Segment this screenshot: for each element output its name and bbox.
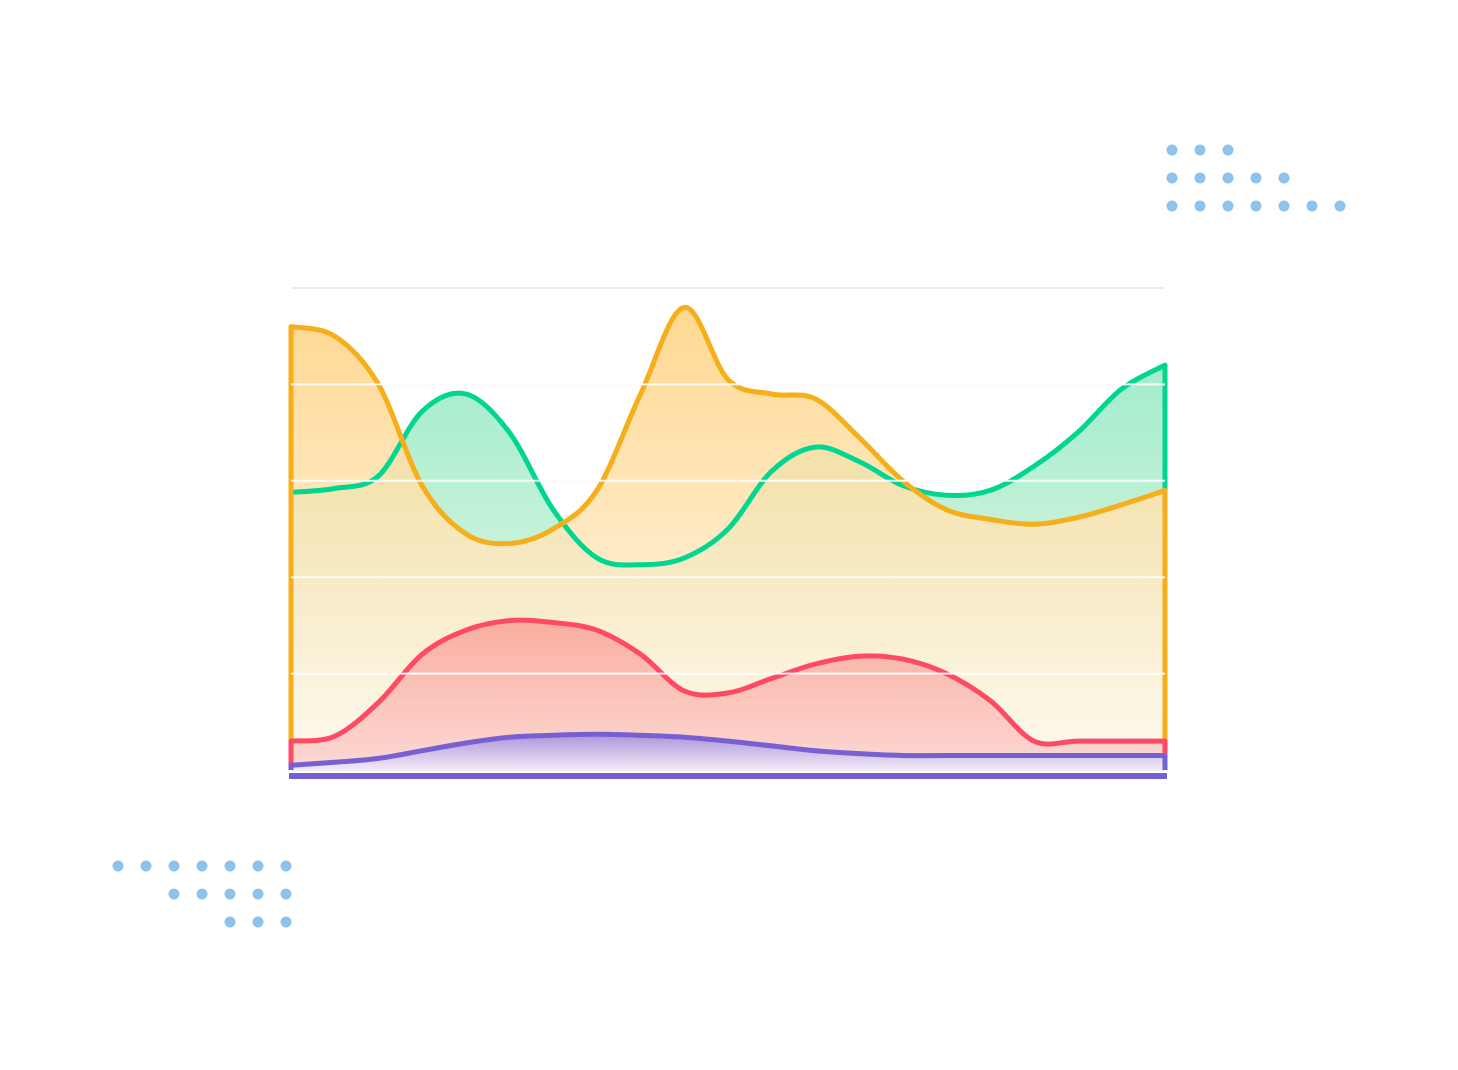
decorative-dot xyxy=(1250,200,1262,212)
decorative-dot xyxy=(1334,200,1346,212)
series-line-3 xyxy=(288,617,1168,747)
decorative-dot xyxy=(280,860,292,872)
decorative-dot xyxy=(252,860,264,872)
decorative-dot xyxy=(280,888,292,900)
decorative-dot xyxy=(1222,200,1234,212)
decorative-dot xyxy=(112,860,124,872)
decorative-dot xyxy=(224,860,236,872)
decorative-dot xyxy=(168,860,180,872)
grid-overlay xyxy=(291,383,1165,675)
decorative-dot xyxy=(1166,172,1178,184)
decorative-dot xyxy=(140,860,152,872)
decorative-dot xyxy=(1194,200,1206,212)
series-lines xyxy=(288,304,1168,770)
decorative-dot xyxy=(1222,172,1234,184)
series-line-1 xyxy=(288,362,1168,568)
decorative-dot xyxy=(1250,172,1262,184)
decorative-dot xyxy=(1306,200,1318,212)
decorative-dot xyxy=(1278,172,1290,184)
series-area-4 xyxy=(291,734,1165,770)
decorative-dot xyxy=(196,860,208,872)
decorative-dot xyxy=(280,916,292,928)
decorative-dot xyxy=(224,888,236,900)
decorative-dot xyxy=(1194,144,1206,156)
series-line-4 xyxy=(288,731,1168,768)
decorative-dot xyxy=(252,888,264,900)
decorative-dot xyxy=(224,916,236,928)
decorative-dot xyxy=(196,888,208,900)
decorative-dot-grids xyxy=(112,144,1346,928)
series-areas xyxy=(291,307,1165,770)
decorative-dot xyxy=(1194,172,1206,184)
decorative-dot xyxy=(168,888,180,900)
decorative-dot xyxy=(252,916,264,928)
plot-area xyxy=(288,287,1168,779)
decorative-dot xyxy=(1278,200,1290,212)
decorative-dot xyxy=(1222,144,1234,156)
decorative-dot xyxy=(1166,200,1178,212)
series-line-2 xyxy=(288,304,1168,547)
decorative-dot xyxy=(1166,144,1178,156)
